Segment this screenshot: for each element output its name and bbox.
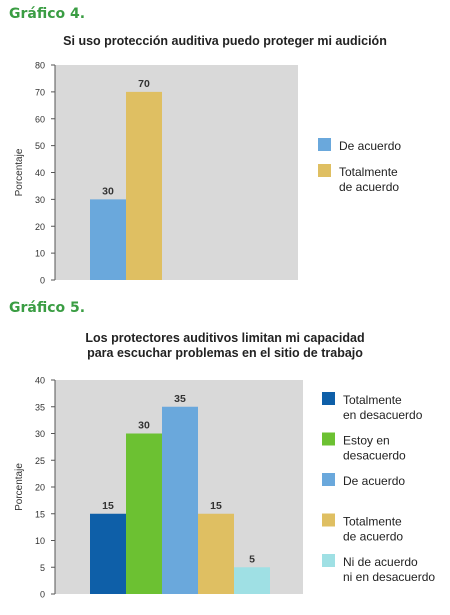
- chart4-y-tick-label: 80: [35, 61, 45, 71]
- chart5-legend-swatch-3: [322, 473, 335, 486]
- chart5-y-tick-label: 0: [40, 590, 45, 600]
- chart4-y-tick-label: 20: [35, 222, 45, 232]
- chart5-y-tick-label: 5: [40, 563, 45, 573]
- chart5-bar-4: [198, 513, 234, 594]
- chart5-legend-label-2: Estoy en: [343, 434, 390, 448]
- chart4-y-tick-label: 50: [35, 141, 45, 151]
- chart5-legend-label-1: en desacuerdo: [343, 408, 423, 422]
- chart5-title-line-1: Los protectores auditivos limitan mi cap…: [85, 331, 365, 345]
- chart4-y-tick-label: 0: [40, 276, 45, 286]
- chart4-legend-label-1: De acuerdo: [339, 139, 401, 153]
- chart5-y-tick-label: 25: [35, 456, 45, 466]
- chart5-bar-3: [162, 406, 198, 594]
- chart5-bar-2: [126, 433, 162, 594]
- chart5-legend-label-2: desacuerdo: [343, 449, 406, 463]
- chart5-y-tick-label: 15: [35, 509, 45, 519]
- chart5-title: Los protectores auditivos limitan mi cap…: [0, 331, 450, 361]
- chart5-bar-value-3: 35: [174, 393, 186, 405]
- chart5-bar-value-5: 5: [249, 553, 255, 565]
- chart5-bar-5: [234, 567, 270, 594]
- chart5-legend-swatch-4: [322, 513, 335, 527]
- chart5-legend-swatch-5: [322, 554, 335, 567]
- chart5-bar-value-4: 15: [210, 500, 222, 512]
- chart4-legend-label-2: Totalmente: [339, 165, 398, 179]
- chart5-legend-label-5: Ni de acuerdo: [343, 555, 418, 569]
- chart5-bar-value-1: 15: [102, 500, 114, 512]
- chart5-svg: 0 5 10 15 20 25 30 35 40 Porcentaje 15 30 35 15 5 Total…: [14, 376, 435, 600]
- chart5-legend-label-3: De acuerdo: [343, 474, 405, 488]
- chart4-y-tick-label: 30: [35, 195, 45, 205]
- chart4-y-axis-label: Porcentaje: [14, 148, 25, 196]
- chart4-title: Si uso protección auditiva puedo protege…: [63, 34, 387, 48]
- chart4-bar-value-2: 70: [138, 78, 150, 90]
- chart5-heading: Gráfico 5.: [9, 300, 86, 316]
- chart4-bar-2: [126, 91, 162, 280]
- chart5-title-line-2: para escuchar problemas en el sitio de t…: [87, 346, 363, 360]
- chart5-y-tick-label: 10: [35, 536, 45, 546]
- chart5-y-tick-label: 30: [35, 429, 45, 439]
- chart5-legend-label-1: Totalmente: [343, 393, 402, 407]
- chart5-legend-label-5: ni en desacuerdo: [343, 570, 435, 584]
- chart4-y-tick-label: 60: [35, 114, 45, 124]
- chart5-bar-value-2: 30: [138, 420, 150, 432]
- chart5-bar-1: [90, 513, 126, 594]
- chart4-legend-label-2: de acuerdo: [339, 180, 399, 194]
- chart4-y-tick-label: 40: [35, 168, 45, 178]
- chart4-legend-swatch-1: [318, 138, 331, 151]
- chart4-heading: Gráfico 4.: [9, 6, 86, 22]
- chart4-bar-value-1: 30: [102, 185, 114, 197]
- chart5-y-tick-label: 40: [35, 376, 45, 386]
- chart4-svg: 0 10 20 30 40 50 60 70 80 Porcentaje 30 70 De acuerd…: [14, 61, 401, 286]
- chart5-legend-swatch-1: [322, 392, 335, 405]
- chart5-legend-label-4: de acuerdo: [343, 530, 403, 544]
- chart5-legend-swatch-2: [322, 432, 335, 446]
- chart5-y-tick-label: 35: [35, 402, 45, 412]
- chart4-bar-1: [90, 199, 126, 280]
- chart4-legend-swatch-2: [318, 164, 331, 177]
- chart5-legend-label-4: Totalmente: [343, 515, 402, 529]
- chart4-y-tick-label: 10: [35, 249, 45, 259]
- chart5-y-tick-label: 20: [35, 483, 45, 493]
- chart5-y-axis-label: Porcentaje: [14, 463, 25, 511]
- chart4-y-tick-label: 70: [35, 87, 45, 97]
